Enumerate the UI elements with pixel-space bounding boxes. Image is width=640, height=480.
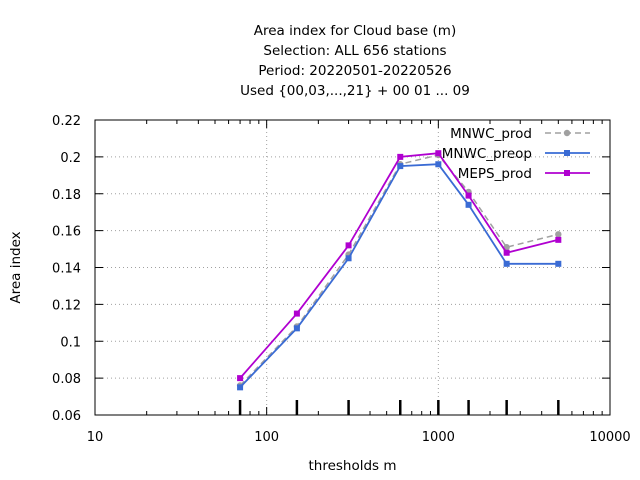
data-point <box>397 163 404 170</box>
data-point <box>465 201 472 208</box>
y-tick-label: 0.18 <box>52 188 81 203</box>
data-point <box>503 249 510 256</box>
data-point <box>237 384 244 391</box>
legend-label: MEPS_prod <box>458 166 532 182</box>
data-point <box>503 244 510 251</box>
data-point <box>345 242 352 249</box>
plot-frame <box>94 119 611 416</box>
data-point <box>465 192 472 199</box>
data-point <box>345 255 352 262</box>
legend-label: MNWC_preop <box>442 146 532 162</box>
data-point <box>293 325 300 332</box>
x-tick-label: 100 <box>254 430 279 445</box>
legend: MNWC_prod MNWC_preop MEPS_prod <box>442 126 590 182</box>
x-axis-label: thresholds m <box>308 458 396 474</box>
y-tick-label: 0.08 <box>52 372 81 387</box>
series-line-MNWC_preop <box>239 163 559 388</box>
data-point <box>435 161 442 168</box>
axis-ticks: 0.06 0.08 0.1 0.12 0.14 0.16 0.18 0.2 0.22 10 100 1… <box>52 114 631 445</box>
legend-marker <box>564 170 570 176</box>
y-tick-label: 0.14 <box>52 262 81 277</box>
y-axis-label: Area index <box>8 231 24 303</box>
series <box>236 150 562 391</box>
data-point <box>503 260 510 267</box>
legend-marker <box>564 150 570 156</box>
title-line: Period: 20220501-20220526 <box>258 63 451 79</box>
threshold-markers <box>238 400 560 415</box>
data-point <box>237 375 244 382</box>
series-line-MEPS_prod <box>239 152 559 379</box>
y-tick-label: 0.16 <box>52 225 81 240</box>
series-MEPS_prod <box>237 150 562 382</box>
series-MNWC_prod <box>236 151 562 389</box>
legend-label: MNWC_prod <box>450 126 532 142</box>
data-point <box>555 231 562 238</box>
data-point <box>435 150 442 157</box>
y-tick-label: 0.22 <box>52 114 81 129</box>
y-tick-label: 0.06 <box>52 409 81 424</box>
data-point <box>397 153 404 160</box>
title-line: Area index for Cloud base (m) <box>254 23 456 39</box>
legend-item-MNWC_preop: MNWC_preop <box>442 146 590 162</box>
y-tick-label: 0.1 <box>60 335 81 350</box>
series-MNWC_preop <box>237 161 562 391</box>
chart-title: Area index for Cloud base (m) Selection: … <box>240 23 470 99</box>
data-point <box>555 260 562 267</box>
grid <box>95 120 610 415</box>
legend-item-MEPS_prod: MEPS_prod <box>458 166 590 182</box>
title-line: Used {00,03,...,21} + 00 01 ... 09 <box>240 83 470 99</box>
y-tick-label: 0.2 <box>60 151 81 166</box>
x-tick-label: 1000 <box>422 430 455 445</box>
legend-item-MNWC_prod: MNWC_prod <box>450 126 590 142</box>
data-point <box>555 236 562 243</box>
y-tick-label: 0.12 <box>52 298 81 313</box>
legend-marker <box>563 129 571 137</box>
x-tick-label: 10000 <box>589 430 630 445</box>
data-point <box>293 310 300 317</box>
x-tick-label: 10 <box>87 430 104 445</box>
series-line-MNWC_prod <box>239 154 559 387</box>
title-line: Selection: ALL 656 stations <box>263 43 446 59</box>
